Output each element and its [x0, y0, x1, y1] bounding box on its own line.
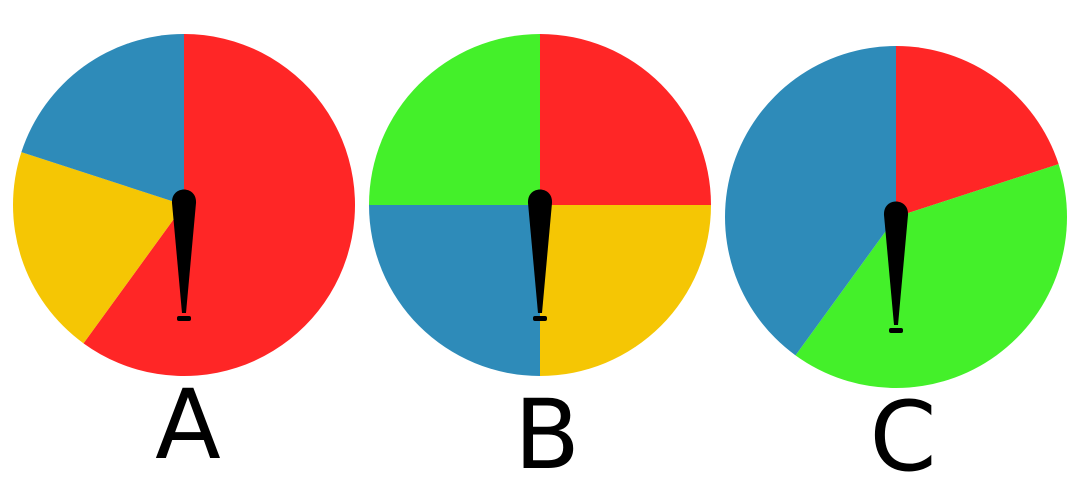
spinner-b-sector-blue — [369, 205, 540, 376]
spinner-a-sectors — [13, 34, 356, 376]
spinner-c-sector-blue — [725, 46, 896, 356]
spinner-b-sector-yellow — [540, 205, 711, 376]
spinner-a-sector-red — [83, 34, 356, 376]
spinner-b-needle — [527, 189, 553, 313]
spinner-c-pointer-icon — [883, 201, 909, 333]
spinner-b-label: B — [514, 379, 580, 483]
spinner-b-pointer-icon — [527, 189, 553, 321]
spinner-c-needle-base — [889, 328, 903, 333]
spinner-c-sector-green — [795, 164, 1067, 388]
spinner-c-sectors — [725, 46, 1067, 388]
spinner-a-needle-base — [177, 316, 191, 321]
spinner-b-needle-base — [533, 316, 547, 321]
spinner-a: A — [13, 34, 356, 481]
spinner-a-needle — [171, 189, 197, 313]
spinner-b-sector-red — [540, 34, 711, 205]
spinner-c: C — [725, 46, 1067, 483]
spinner-b-sectors — [369, 34, 711, 376]
spinner-a-sector-blue — [21, 34, 185, 205]
spinner-a-pointer-icon — [171, 189, 197, 321]
spinner-a-label: A — [155, 369, 221, 481]
spinner-c-needle — [883, 201, 909, 325]
spinner-b: B — [369, 34, 711, 483]
spinner-b-sector-green — [369, 34, 540, 205]
spinner-c-label: C — [869, 381, 936, 483]
spinner-c-sector-red — [896, 46, 1059, 217]
spinner-a-sector-yellow — [13, 152, 184, 344]
